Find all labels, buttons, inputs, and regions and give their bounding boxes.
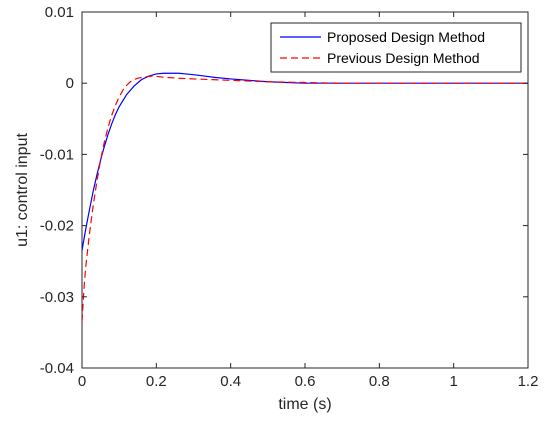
y-tick-label: 0.01 <box>45 4 74 21</box>
x-tick-label: 0.8 <box>369 373 390 390</box>
ticks-layer: 0 0.2 0.4 0.6 0.8 1 1.2 -0.04 -0.03 -0.02 -0.01 0 0.… <box>40 4 539 390</box>
series-line-2 <box>82 75 528 322</box>
x-tick-label: 0.4 <box>220 373 241 390</box>
legend-label-2: Previous Design Method <box>327 50 480 66</box>
x-tick-label: 1.2 <box>518 373 539 390</box>
x-axis-title: time (s) <box>278 396 331 413</box>
y-tick-label: -0.03 <box>40 289 74 306</box>
x-tick-label: 1 <box>449 373 457 390</box>
y-tick-label: 0 <box>66 75 74 92</box>
legend-label-1: Proposed Design Method <box>327 29 485 45</box>
y-tick-label: -0.02 <box>40 218 74 235</box>
y-tick-label: -0.04 <box>40 360 74 377</box>
series-layer <box>82 72 528 322</box>
x-tick-label: 0 <box>78 373 86 390</box>
x-tick-label: 0.2 <box>146 373 167 390</box>
legend: Proposed Design Method Previous Design Me… <box>270 22 522 73</box>
y-tick-label: -0.01 <box>40 146 74 163</box>
x-tick-label: 0.6 <box>295 373 316 390</box>
legend-box <box>270 22 522 73</box>
y-axis-title: u1: control input <box>14 133 31 247</box>
